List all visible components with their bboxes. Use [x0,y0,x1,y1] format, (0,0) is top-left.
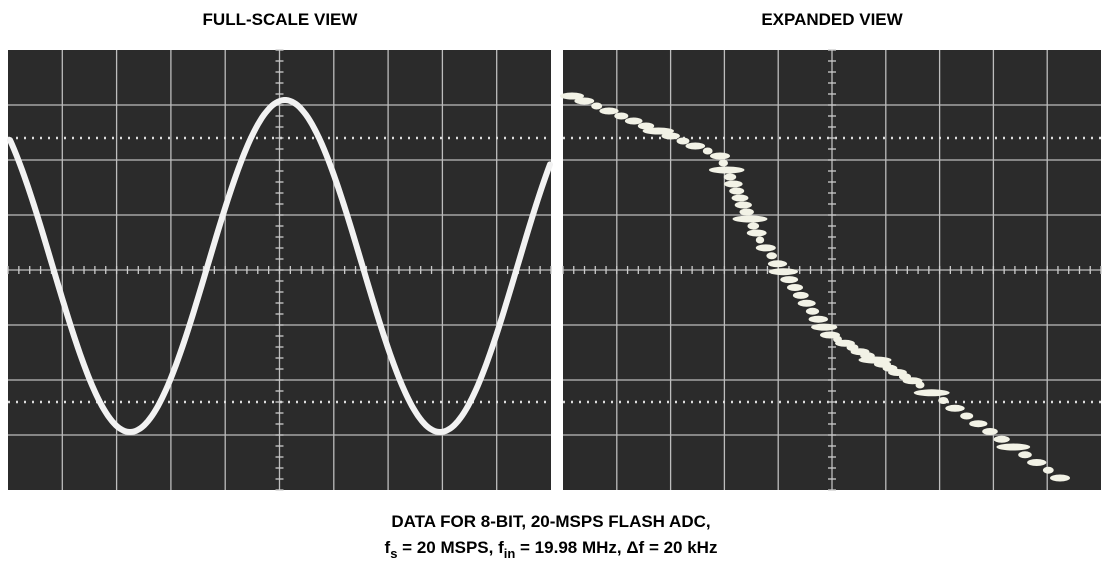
scope-screen [560,49,1102,491]
sample-dot [915,381,925,389]
sample-dot [746,229,767,237]
caption-subscript: in [504,546,516,561]
caption-part: f [385,538,391,557]
waveform [7,97,553,436]
caption-line: fs = 20 MSPS, fin = 19.98 MHz, Δf = 20 k… [385,538,718,561]
sample-dot [637,122,655,130]
sample-dot [661,132,680,140]
sample-dot [642,127,674,135]
sample-dot [734,201,752,209]
caption-part: = 19.98 MHz, Δf = 20 kHz [515,538,717,557]
sample-dot [1050,474,1070,482]
sample-dot [766,252,777,260]
sample-dot [739,208,754,216]
sample-dot [708,166,745,174]
sample-dot [938,397,949,404]
caption-subscript: s [390,546,397,561]
sample-dot [1027,459,1047,466]
sample-dot [805,307,820,315]
sample-dot [797,299,816,307]
sample-dot [710,152,730,160]
sample-dot [732,215,768,223]
sample-dot [960,412,974,420]
caption-part: = 20 MSPS, f [397,538,504,557]
sample-dot [676,137,690,145]
scope-screen [7,49,553,491]
sample-dot [731,194,749,202]
sample-dot [993,435,1010,443]
sample-dot [808,315,828,323]
sample-dot [591,102,603,110]
sample-dot [982,428,998,435]
sample-dot [599,107,619,115]
sample-dot [702,147,713,155]
sample-dot [624,117,643,125]
sample-dot [792,291,809,299]
sample-dot [996,443,1031,451]
sample-dot [811,323,838,331]
sample-dot [1042,466,1054,474]
sample-dot [724,180,743,188]
panel-title: FULL-SCALE VIEW [203,10,359,29]
sample-dot [723,173,737,181]
sample-dot [560,92,584,100]
sample-dot [614,112,629,120]
sample-dot [945,404,965,412]
sample-dot [729,187,745,195]
sample-dot [913,389,950,397]
caption-line: DATA FOR 8-BIT, 20-MSPS FLASH ADC, [391,512,710,531]
sample-dot [755,236,765,244]
sample-dot [685,142,706,150]
panel-title: EXPANDED VIEW [761,10,903,29]
sample-dot [787,284,803,291]
sample-dot [1018,451,1032,459]
sample-dot [755,244,776,252]
sample-dot [780,276,799,284]
sample-dot [969,420,988,428]
sample-dot [718,159,728,167]
sample-dot [767,260,788,268]
sample-dot [768,268,798,276]
sample-dot [574,97,595,105]
sample-dot [747,222,760,230]
